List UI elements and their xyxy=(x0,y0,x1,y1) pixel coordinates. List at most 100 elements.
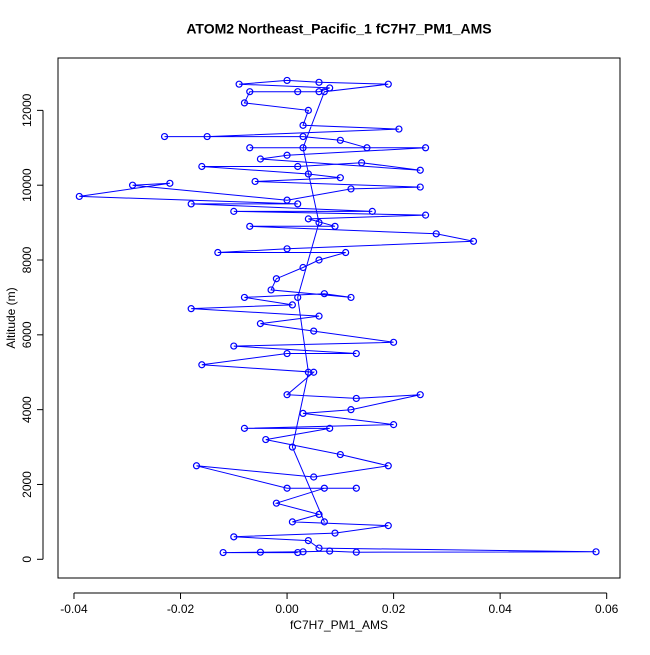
point xyxy=(304,215,312,223)
point xyxy=(336,136,344,144)
point xyxy=(315,544,323,552)
point xyxy=(326,424,334,432)
point xyxy=(283,391,291,399)
point xyxy=(283,196,291,204)
point xyxy=(299,263,307,272)
point xyxy=(288,518,296,526)
point xyxy=(315,256,323,264)
point xyxy=(421,144,430,152)
point xyxy=(384,522,392,530)
point xyxy=(326,84,334,92)
point xyxy=(342,248,350,257)
point xyxy=(347,406,355,414)
point xyxy=(240,424,249,432)
point xyxy=(416,391,424,399)
y-axis-label: Altitude (m) xyxy=(4,287,18,348)
point xyxy=(283,349,291,358)
point xyxy=(390,421,398,429)
y-tick-label: 10000 xyxy=(20,168,34,202)
point xyxy=(299,548,307,556)
point xyxy=(166,179,174,187)
point xyxy=(240,293,249,302)
y-tick-label: 6000 xyxy=(20,321,34,348)
point xyxy=(469,237,478,245)
point xyxy=(347,293,355,302)
point xyxy=(256,548,265,556)
point xyxy=(368,207,376,215)
point xyxy=(592,548,600,556)
point xyxy=(320,484,328,492)
point xyxy=(214,248,222,257)
point xyxy=(203,132,211,141)
chart-title: ATOM2 Northeast_Pacific_1 fC7H7_PM1_AMS xyxy=(186,21,491,37)
y-tick-label: 2000 xyxy=(20,471,34,498)
point xyxy=(336,450,344,459)
point xyxy=(256,155,265,163)
point xyxy=(294,293,302,302)
point xyxy=(160,132,169,141)
point xyxy=(352,548,360,556)
point xyxy=(326,547,334,555)
point xyxy=(315,219,323,227)
point xyxy=(315,78,323,86)
point xyxy=(299,121,307,129)
point xyxy=(198,162,206,171)
point xyxy=(128,181,137,189)
point xyxy=(304,536,312,545)
point xyxy=(230,207,238,215)
point xyxy=(272,499,281,507)
point xyxy=(336,174,344,182)
point xyxy=(262,435,270,444)
point xyxy=(187,200,195,208)
point xyxy=(230,342,238,350)
point xyxy=(320,88,328,96)
point xyxy=(352,484,360,492)
y-tick-label: 0 xyxy=(20,556,34,563)
point xyxy=(283,76,291,85)
y-tick-label: 12000 xyxy=(20,93,34,127)
x-tick-label: -0.02 xyxy=(167,602,195,616)
point xyxy=(304,170,312,178)
point xyxy=(272,275,281,283)
point xyxy=(315,88,323,96)
point xyxy=(331,529,339,537)
point xyxy=(315,510,323,519)
series-line xyxy=(79,79,597,554)
point xyxy=(320,518,328,526)
point xyxy=(384,80,392,88)
point xyxy=(299,144,307,152)
point xyxy=(310,368,318,376)
point xyxy=(230,533,238,541)
point xyxy=(283,245,291,253)
point xyxy=(352,349,360,358)
point xyxy=(75,192,83,201)
point xyxy=(352,394,360,403)
point xyxy=(283,484,291,492)
point xyxy=(363,144,371,152)
point xyxy=(240,99,249,107)
point xyxy=(416,166,424,174)
point xyxy=(432,230,440,238)
point xyxy=(219,548,227,557)
point xyxy=(315,312,323,320)
point xyxy=(246,88,254,96)
point xyxy=(198,361,206,369)
point xyxy=(246,222,254,230)
point xyxy=(288,443,296,451)
point xyxy=(251,177,259,186)
point xyxy=(299,132,307,141)
x-tick-label: 0.02 xyxy=(382,602,406,616)
point xyxy=(294,162,302,171)
y-tick-label: 4000 xyxy=(20,396,34,423)
point xyxy=(416,183,424,191)
point xyxy=(256,320,265,328)
y-tick-label: 8000 xyxy=(20,246,34,273)
point xyxy=(299,409,307,417)
x-tick-label: 0.04 xyxy=(488,602,512,616)
point xyxy=(283,151,291,159)
point xyxy=(294,88,302,96)
point xyxy=(304,106,312,114)
point xyxy=(310,327,318,335)
point xyxy=(384,462,392,470)
